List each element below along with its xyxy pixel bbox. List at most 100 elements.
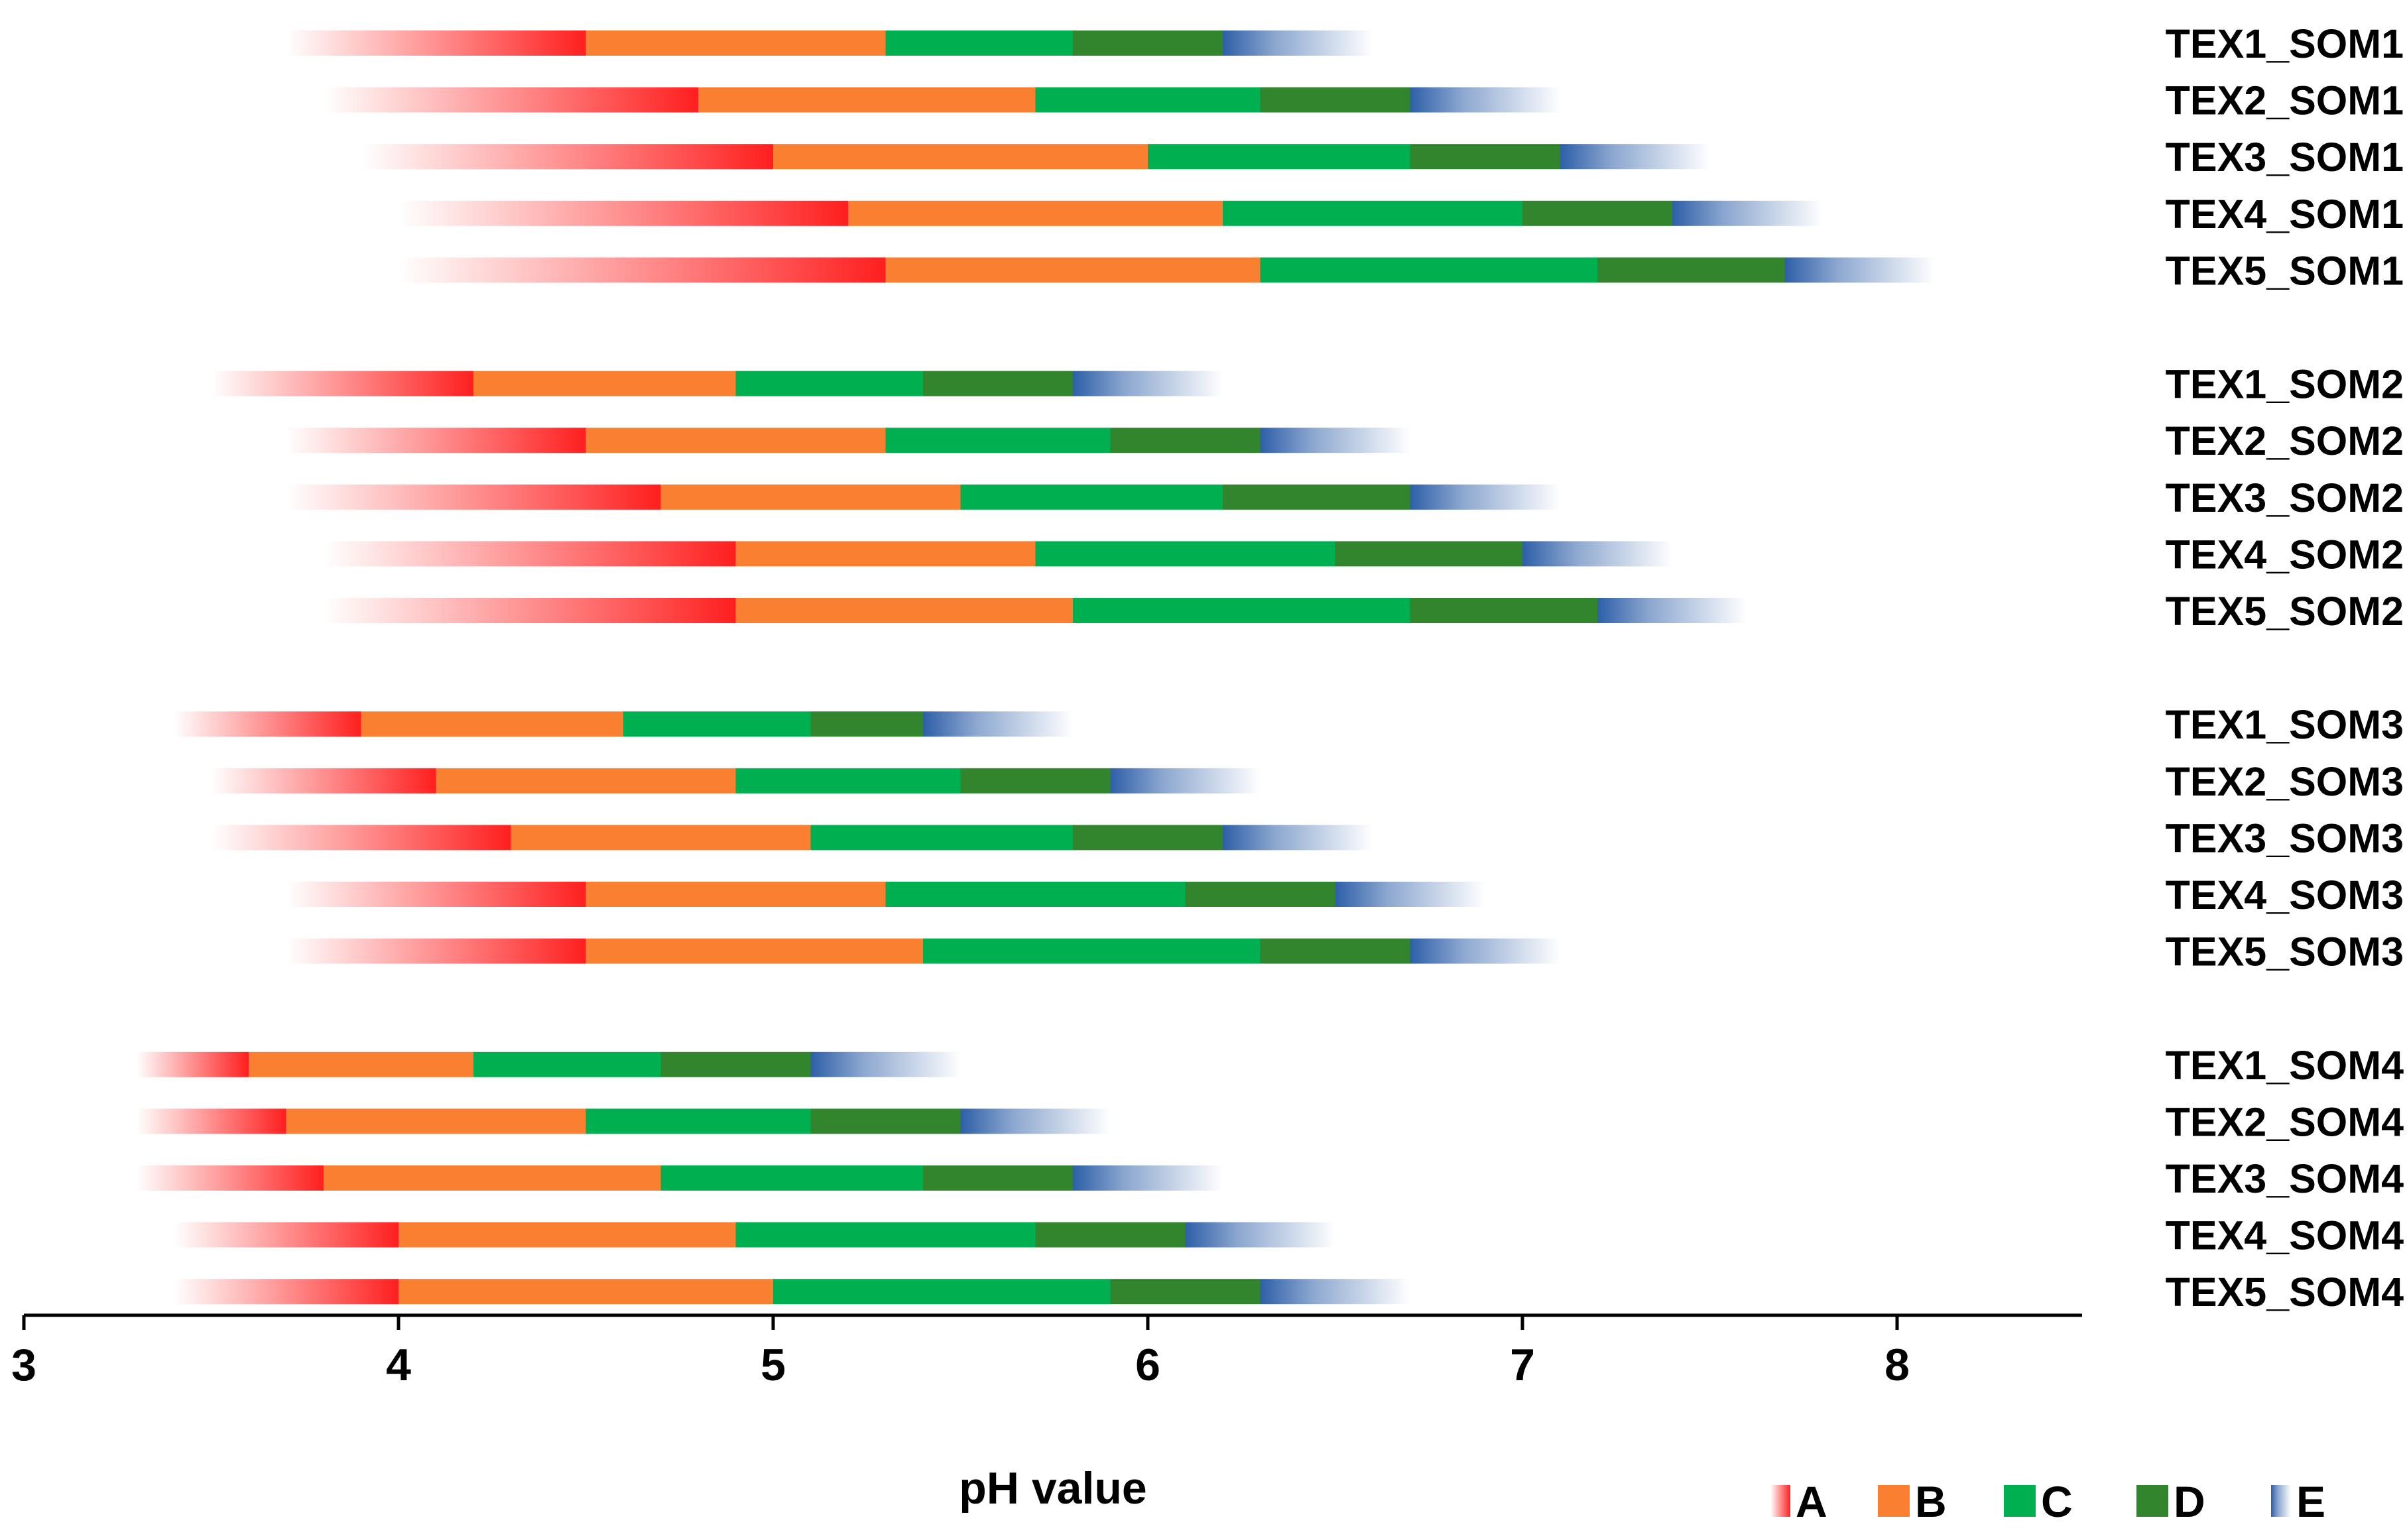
row-label: TEX3_SOM3: [2166, 815, 2404, 860]
row-label: TEX1_SOM2: [2166, 362, 2404, 407]
bar-segment-a: [136, 1051, 249, 1077]
bar-segment-e: [1073, 1165, 1223, 1191]
bar-segment-c: [623, 711, 811, 737]
bar-segment-c: [960, 484, 1223, 510]
bar-segment-a: [324, 87, 698, 113]
bar-segment-e: [1597, 598, 1747, 623]
bar-segment-d: [1110, 1279, 1261, 1305]
bar-segment-a: [286, 938, 586, 964]
bar-row: [286, 428, 1410, 453]
bar-segment-b: [586, 428, 886, 453]
bar-segment-c: [885, 428, 1111, 453]
bar-row: [211, 768, 1261, 794]
bar-segment-b: [324, 1165, 661, 1191]
bar-segment-d: [923, 1165, 1073, 1191]
row-label: TEX2_SOM4: [2166, 1099, 2404, 1144]
bar-segment-a: [286, 484, 661, 510]
bar-segment-c: [473, 1051, 661, 1077]
legend-item-e: E: [2271, 1477, 2325, 1526]
bar-row: [286, 484, 1560, 510]
bar-row: [324, 598, 1747, 623]
bar-segment-a: [399, 257, 886, 283]
bar-segment-c: [586, 1108, 811, 1134]
bar-segment-d: [1073, 30, 1223, 56]
row-label: TEX3_SOM2: [2166, 475, 2404, 520]
bar-row: [211, 825, 1373, 851]
bar-segment-b: [249, 1051, 473, 1077]
bar-segment-b: [848, 200, 1223, 226]
row-label: TEX5_SOM4: [2166, 1270, 2404, 1315]
row-label: TEX4_SOM4: [2166, 1213, 2404, 1258]
bar-row: [136, 1051, 961, 1077]
bar-segment-c: [885, 882, 1186, 907]
bar-row: [286, 938, 1560, 964]
bar-segment-e: [1260, 1279, 1410, 1305]
bar-row: [136, 1108, 1111, 1134]
row-label: TEX4_SOM3: [2166, 872, 2404, 918]
bar-segment-e: [1560, 144, 1710, 170]
row-label: TEX5_SOM2: [2166, 589, 2404, 634]
bar-segment-c: [735, 768, 961, 794]
legend-item-d: D: [2136, 1477, 2205, 1526]
bar-row: [324, 87, 1560, 113]
bar-segment-a: [286, 30, 586, 56]
legend-label: E: [2296, 1477, 2325, 1526]
bar-segment-b: [586, 30, 886, 56]
bar-segment-b: [698, 87, 1036, 113]
bar-row: [174, 1222, 1335, 1248]
bar-segment-d: [1073, 825, 1223, 851]
legend-item-b: B: [1878, 1477, 1947, 1526]
bar-segment-d: [1260, 87, 1410, 113]
bar-segment-b: [735, 598, 1073, 623]
bar-segment-e: [1223, 825, 1373, 851]
bar-segment-a: [136, 1165, 324, 1191]
bar-segment-b: [473, 371, 736, 396]
bar-segment-b: [660, 484, 961, 510]
bar-segment-e: [1073, 371, 1223, 396]
bar-segment-b: [361, 711, 623, 737]
bar-segment-c: [735, 1222, 1036, 1248]
legend-item-c: C: [2004, 1477, 2073, 1526]
legend-label: A: [1796, 1477, 1827, 1526]
row-label: TEX1_SOM3: [2166, 702, 2404, 747]
bar-segment-e: [1410, 87, 1560, 113]
bar-segment-b: [399, 1222, 736, 1248]
bar-segment-d: [1410, 598, 1597, 623]
bar-segment-c: [1148, 144, 1410, 170]
legend-swatch: [1770, 1485, 1790, 1517]
bar-segment-e: [1335, 882, 1485, 907]
bar-segment-a: [211, 825, 511, 851]
bar-segment-e: [1522, 541, 1672, 567]
legend-label: B: [1915, 1477, 1947, 1526]
bar-segment-a: [324, 541, 736, 567]
x-tick-label: 3: [11, 1340, 36, 1390]
bar-segment-b: [735, 541, 1036, 567]
bar-segment-b: [399, 1279, 773, 1305]
bar-segment-a: [399, 200, 848, 226]
bar-segment-b: [586, 882, 886, 907]
row-label: TEX2_SOM3: [2166, 759, 2404, 804]
bar-segment-d: [810, 711, 923, 737]
row-label: TEX2_SOM1: [2166, 78, 2404, 123]
bar-row: [399, 200, 1822, 226]
bar-segment-a: [211, 371, 473, 396]
bar-segment-c: [885, 30, 1073, 56]
bar-row: [286, 882, 1485, 907]
row-label: TEX1_SOM1: [2166, 21, 2404, 66]
bar-segment-e: [1410, 484, 1560, 510]
bar-row: [211, 371, 1223, 396]
legend-swatch: [1878, 1485, 1910, 1517]
bar-row: [399, 257, 1935, 283]
x-tick-label: 8: [1884, 1340, 1910, 1390]
bar-segment-b: [511, 825, 811, 851]
bar-segment-b: [286, 1108, 586, 1134]
bar-segment-d: [1110, 428, 1261, 453]
bar-segment-d: [1260, 938, 1410, 964]
bar-segment-e: [960, 1108, 1111, 1134]
row-label: TEX2_SOM2: [2166, 418, 2404, 463]
bar-segment-d: [1410, 144, 1560, 170]
row-label: TEX1_SOM4: [2166, 1043, 2404, 1088]
row-labels: TEX1_SOM1 TEX2_SOM1 TEX3_SOM1 TEX4_SOM1 TEX5…: [2166, 21, 2404, 1315]
x-axis-title: pH value: [959, 1463, 1146, 1513]
